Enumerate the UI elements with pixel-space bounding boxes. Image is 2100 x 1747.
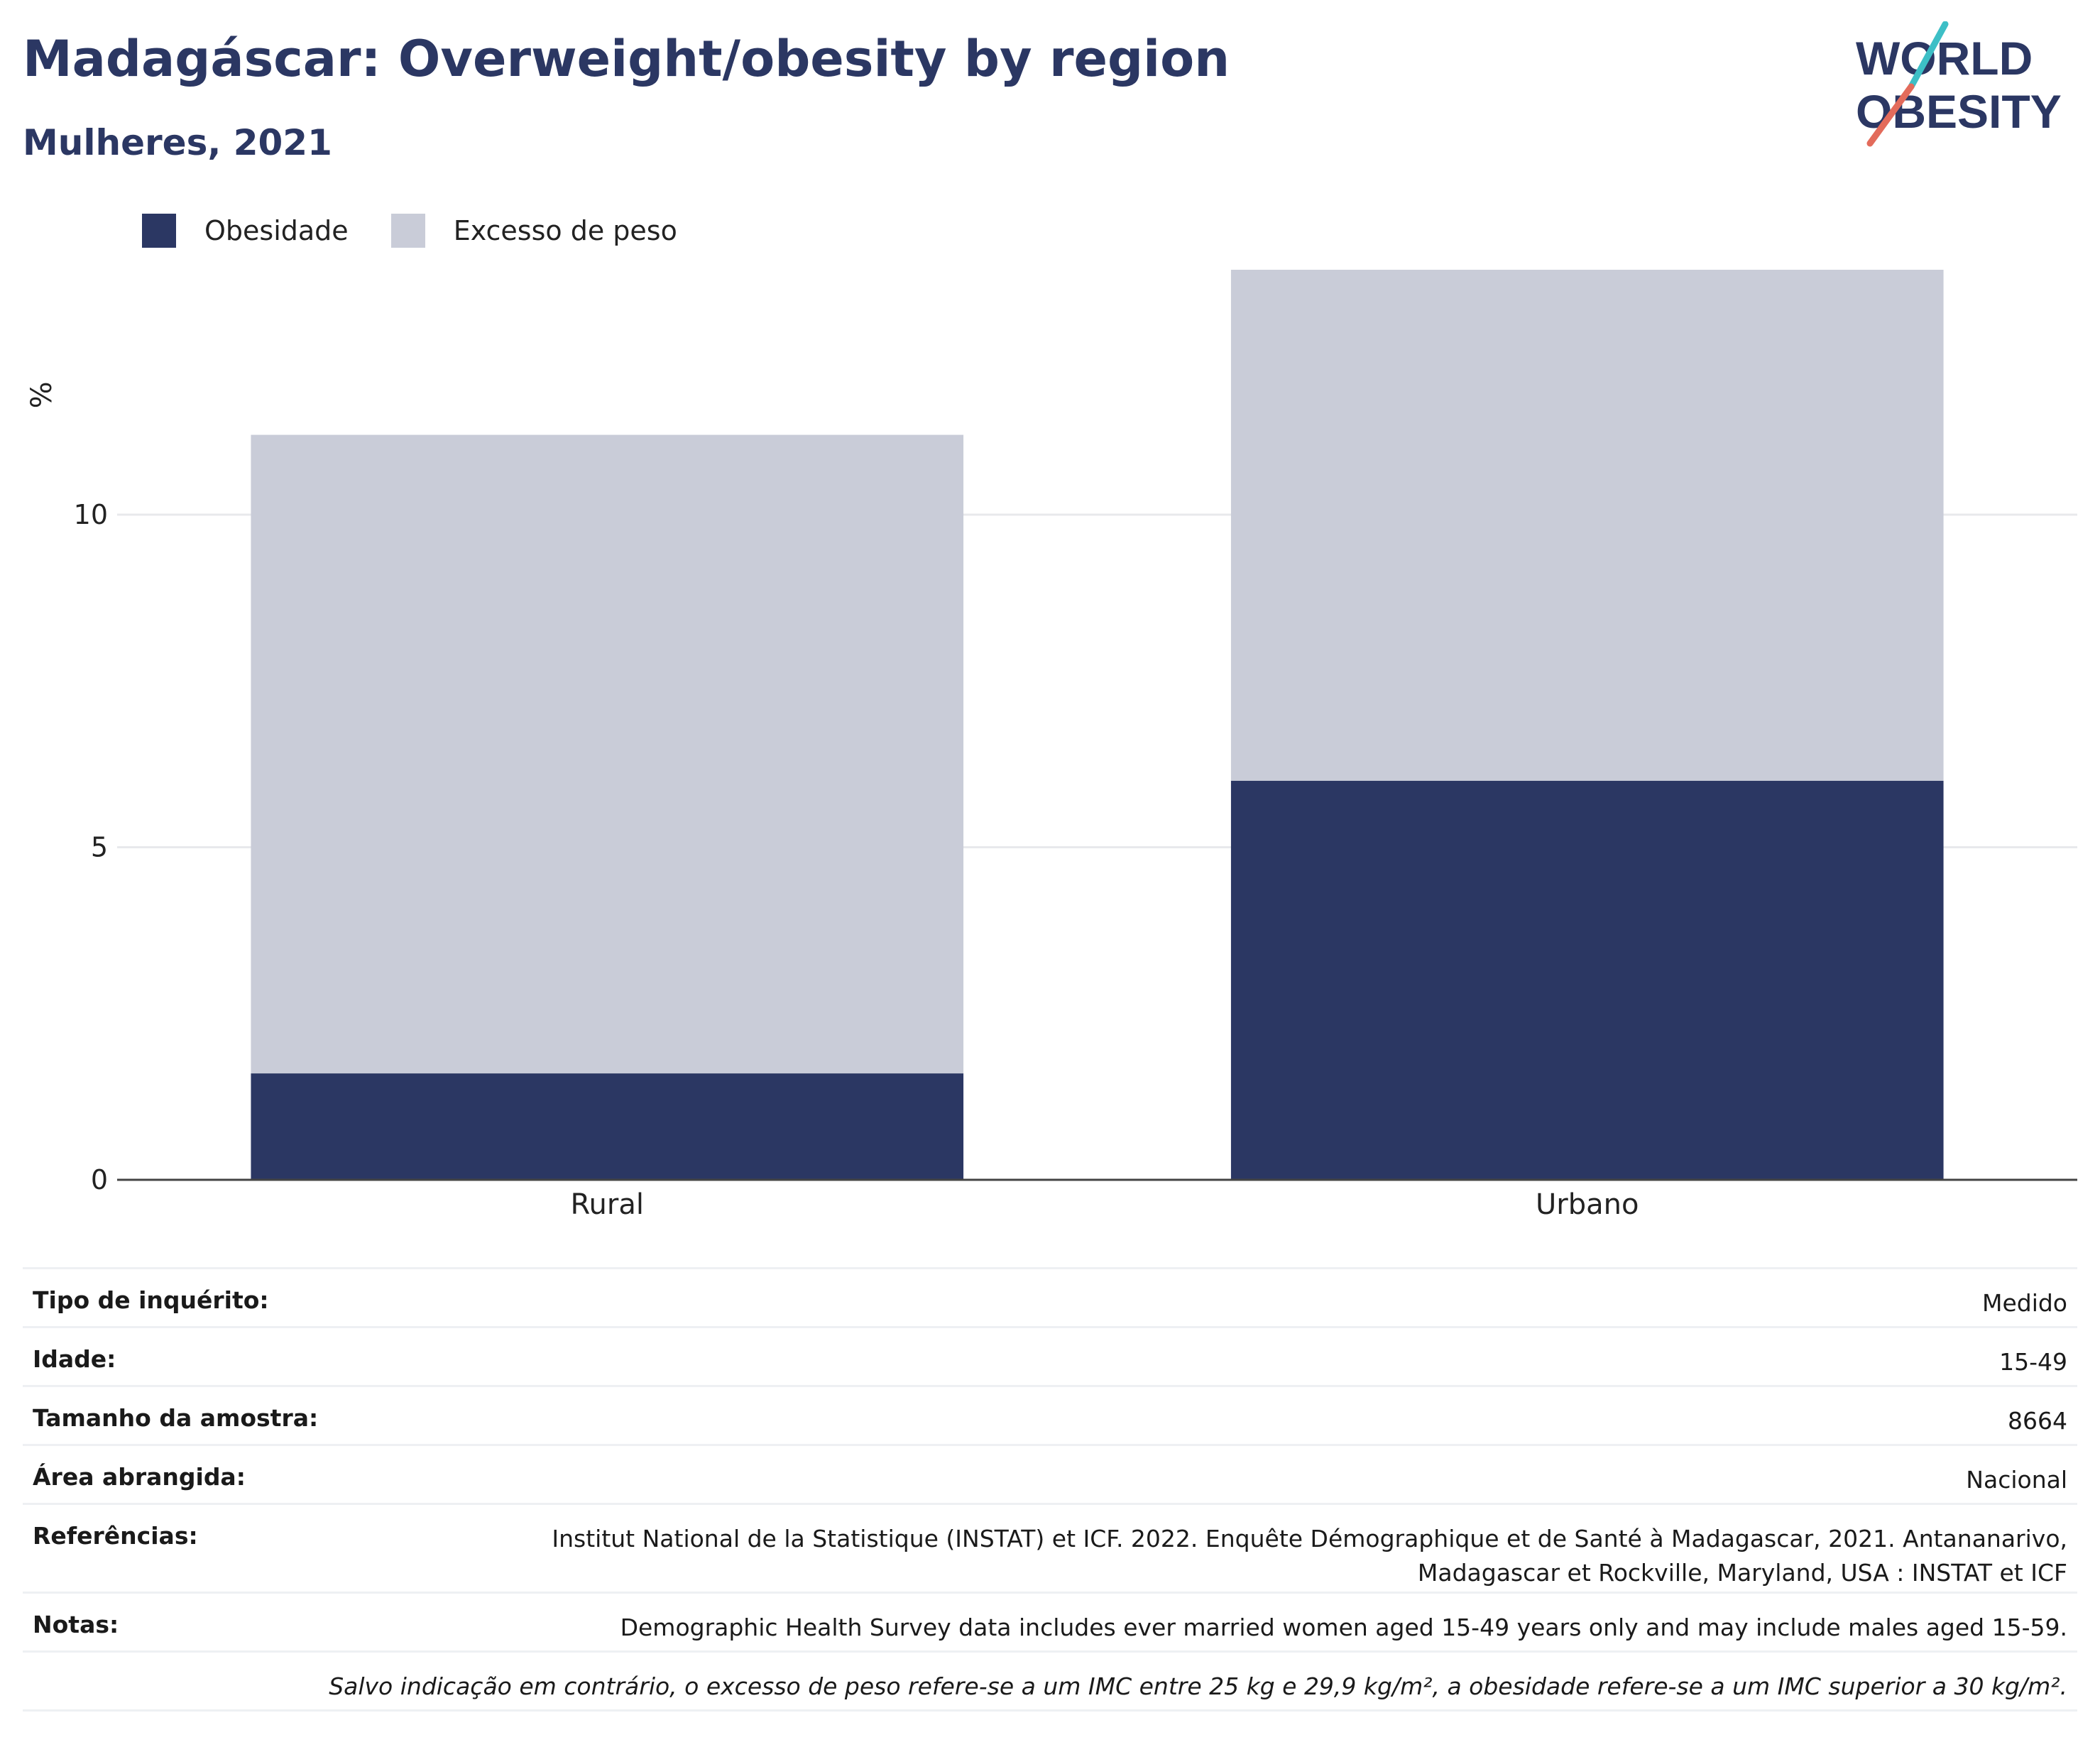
info-table-bottom-border (23, 1709, 2077, 1712)
legend-swatch-obesity (142, 214, 176, 248)
bar-obesity-urbano (1230, 780, 1944, 1180)
y-tick-label: 5 (91, 832, 108, 863)
legend-label-overweight: Excesso de peso (453, 215, 677, 246)
info-row: Idade: 15-49 (23, 1326, 2077, 1385)
info-row: Salvo indicação em contrário, o excesso … (23, 1650, 2077, 1709)
info-key: Notas: (33, 1611, 119, 1638)
chart-title: Madagáscar: Overweight/obesity by region (23, 30, 1230, 88)
info-key: Tamanho da amostra: (33, 1404, 319, 1432)
y-tick-label: 10 (74, 499, 108, 530)
bar-overweight-urbano (1230, 270, 1944, 781)
logo-slash-teal (1908, 21, 1949, 90)
logo-word-world: WORLD (1856, 32, 2033, 84)
info-key: Tipo de inquérito: (33, 1286, 269, 1314)
y-axis-label: % (26, 381, 58, 408)
info-value: Institut National de la Statistique (INS… (552, 1525, 2067, 1587)
info-value: 15-49 (1999, 1348, 2067, 1376)
chart-legend: Obesidade Excesso de peso (142, 209, 720, 252)
bar-obesity-rural (251, 1073, 964, 1180)
info-key: Referências: (33, 1522, 198, 1550)
survey-info-table: Tipo de inquérito: Medido Idade: 15-49 Taman… (23, 1267, 2077, 1712)
legend-label-obesity: Obesidade (204, 215, 349, 246)
info-row: Área abrangida: Nacional (23, 1444, 2077, 1503)
info-value: Salvo indicação em contrário, o excesso … (329, 1672, 2067, 1700)
x-tick-label: Urbano (1536, 1188, 1639, 1221)
x-tick-label: Rural (571, 1188, 644, 1221)
legend-item-obesity[interactable]: Obesidade (142, 214, 349, 248)
bar-overweight-rural (251, 434, 964, 1074)
legend-item-overweight[interactable]: Excesso de peso (390, 214, 677, 248)
legend-swatch-overweight (390, 214, 425, 248)
world-obesity-logo: WORLD OBESITY (1856, 21, 2062, 147)
info-row: Notas: Demographic Health Survey data inc… (23, 1592, 2077, 1650)
chart-subtitle: Mulheres, 2021 (23, 122, 332, 163)
info-value: Nacional (1966, 1466, 2067, 1494)
info-key: Idade: (33, 1345, 116, 1373)
info-row: Tipo de inquérito: Medido (23, 1267, 2077, 1326)
info-row: Tamanho da amostra: 8664 (23, 1385, 2077, 1444)
info-value: Demographic Health Survey data includes … (620, 1614, 2067, 1641)
logo-slash-coral (1866, 83, 1915, 147)
logo-word-obesity: OBESITY (1856, 85, 2062, 138)
info-row: Referências: Institut National de la Stat… (23, 1503, 2077, 1592)
info-value: Medido (1981, 1289, 2067, 1317)
info-key: Área abrangida: (33, 1463, 246, 1491)
info-value: 8664 (2008, 1407, 2067, 1435)
y-tick-label: 0 (91, 1164, 108, 1195)
